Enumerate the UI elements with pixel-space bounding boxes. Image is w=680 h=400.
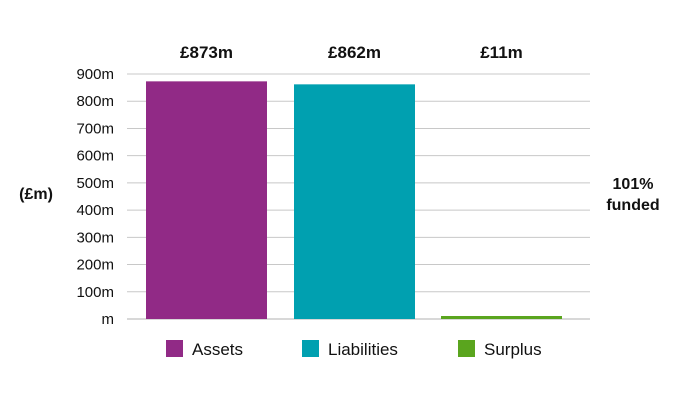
legend-swatch-liabilities xyxy=(302,340,319,357)
legend-label-liabilities: Liabilities xyxy=(328,340,398,359)
legend-swatch-assets xyxy=(166,340,183,357)
y-tick-label: 100m xyxy=(76,284,114,301)
y-tick-label: m xyxy=(102,311,115,328)
y-tick-label: 300m xyxy=(76,229,114,246)
bars xyxy=(146,81,562,319)
y-tick-label: 400m xyxy=(76,202,114,219)
y-axis-label: (£m) xyxy=(19,186,53,203)
data-label-surplus: £11m xyxy=(480,43,523,62)
y-tick-label: 600m xyxy=(76,148,114,165)
legend-label-surplus: Surplus xyxy=(484,340,542,359)
data-label-assets: £873m xyxy=(180,43,233,62)
y-tick-label: 800m xyxy=(76,93,114,110)
y-axis-ticks: m 100m 200m 300m 400m 500m 600m 700m 800m 900m xyxy=(76,66,114,328)
data-labels: £873m £862m £11m xyxy=(180,43,523,62)
funded-label-annotation: funded xyxy=(606,197,659,214)
bar-surplus xyxy=(441,316,562,319)
legend-label-assets: Assets xyxy=(192,340,243,359)
funded-percent-annotation: 101% xyxy=(613,176,654,193)
legend-swatch-surplus xyxy=(458,340,475,357)
y-tick-label: 500m xyxy=(76,175,114,192)
bar-liabilities xyxy=(294,84,415,319)
y-tick-label: 200m xyxy=(76,257,114,274)
bar-assets xyxy=(146,81,267,319)
legend: Assets Liabilities Surplus xyxy=(166,340,542,359)
y-tick-label: 700m xyxy=(76,120,114,137)
y-tick-label: 900m xyxy=(76,66,114,83)
data-label-liabilities: £862m xyxy=(328,43,381,62)
